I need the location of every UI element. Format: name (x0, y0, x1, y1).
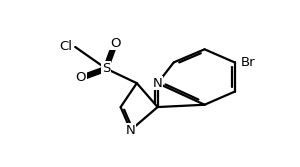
Text: O: O (75, 71, 86, 84)
Text: Cl: Cl (59, 40, 72, 53)
Text: N: N (153, 77, 163, 90)
Text: S: S (102, 62, 110, 75)
Text: N: N (126, 124, 136, 137)
Text: Br: Br (241, 56, 255, 69)
Text: O: O (110, 37, 121, 50)
